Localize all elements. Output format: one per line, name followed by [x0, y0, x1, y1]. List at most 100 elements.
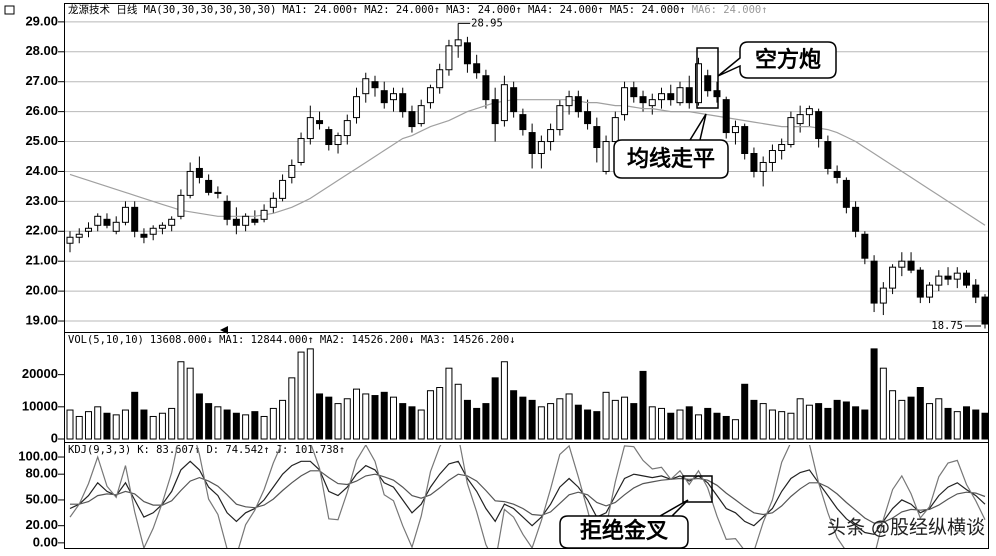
candle-body	[547, 129, 555, 143]
header-item: 13608.000↓	[150, 334, 213, 346]
candle-body	[426, 87, 434, 104]
candle-body	[768, 150, 776, 163]
volume-bar	[399, 403, 407, 440]
watermark: 头条 @股经纵横谈	[827, 517, 985, 539]
y-tick-label: 20.00	[25, 517, 58, 532]
volume-bar	[722, 415, 730, 440]
volume-bar	[316, 393, 324, 440]
candle-body	[639, 96, 647, 104]
y-tick-label: 50.00	[25, 491, 58, 506]
volume-bar	[685, 406, 693, 440]
candle-body	[722, 99, 730, 134]
volume-bar	[574, 404, 582, 440]
candle-body	[907, 260, 915, 271]
volume-bar	[334, 403, 342, 440]
candle-body	[408, 111, 416, 128]
volume-bar	[491, 377, 499, 440]
candle-body	[186, 170, 194, 196]
candle-body	[741, 126, 749, 154]
candle-body	[131, 206, 139, 232]
candle-body	[676, 87, 684, 104]
candle-body	[242, 215, 250, 226]
candle-body	[824, 141, 832, 169]
y-tick-label: 19.00	[25, 312, 58, 327]
volume-bar	[325, 396, 333, 440]
volume-bar	[741, 383, 749, 440]
volume-bar	[186, 367, 194, 440]
highlight-box	[682, 475, 713, 503]
volume-bar	[223, 409, 231, 440]
volume-bar	[288, 377, 296, 440]
candle-body	[815, 111, 823, 140]
plot-layer: 龙源技术 日线 MA(30,30,30,30,30,30) MA1: 24.000…	[18, 3, 989, 549]
y-tick-label: 22.00	[25, 223, 58, 238]
volume-bar	[473, 407, 481, 440]
volume-bar	[500, 361, 508, 440]
header-item: VOL(5,10,10)	[68, 334, 144, 346]
volume-bar	[556, 398, 564, 440]
volume-bar	[436, 387, 444, 440]
candle-body	[528, 132, 536, 154]
candle-body	[334, 135, 342, 146]
candle-body	[269, 197, 277, 208]
y-tick-label: 80.00	[25, 466, 58, 481]
candle-body	[704, 75, 712, 92]
highlight-box	[696, 47, 719, 109]
candle-body	[223, 200, 231, 220]
volume-bar	[158, 412, 166, 440]
volume-bar	[547, 403, 555, 440]
candle-body	[731, 126, 739, 134]
header-item: MA1: 24.000↑	[282, 4, 358, 16]
volume-bar	[168, 407, 176, 440]
callout-text: 空方炮	[755, 47, 821, 73]
y-tick-label: 24.00	[25, 163, 58, 178]
volume-bar	[870, 348, 878, 440]
candle-body	[140, 233, 148, 238]
candle-body	[158, 224, 166, 229]
candle-body	[417, 105, 425, 125]
volume-bar	[195, 393, 203, 440]
volume-bar	[112, 414, 120, 440]
marker	[220, 326, 228, 334]
y-tick-label: 28.00	[25, 43, 58, 58]
kdj-lines	[69, 445, 986, 548]
candle-body	[112, 221, 120, 232]
candle-body	[463, 42, 471, 65]
candle-body	[621, 87, 629, 116]
candle-body	[981, 296, 989, 325]
candle-body	[926, 284, 934, 298]
volume-bar	[611, 399, 619, 440]
header-item: MA2: 14526.200↓	[320, 334, 415, 346]
volume-bar	[953, 411, 961, 440]
callout-bubble	[613, 113, 729, 179]
volume-bar	[306, 348, 314, 440]
volume-bar	[94, 406, 102, 440]
volume-bar	[297, 351, 305, 440]
y-tick-label: 26.00	[25, 103, 58, 118]
candle-body	[279, 179, 287, 199]
candle-body	[380, 90, 388, 104]
y-tick-label: 23.00	[25, 193, 58, 208]
volume-bar	[879, 367, 887, 440]
candle-body	[94, 215, 102, 226]
kdj-line	[69, 445, 986, 548]
frame	[64, 3, 989, 549]
header-item: MA6: 24.000↑	[692, 4, 768, 16]
volume-bar	[935, 398, 943, 440]
volume-bar	[824, 407, 832, 440]
volume-bar	[417, 409, 425, 440]
candle-body	[565, 96, 573, 107]
candle-body	[482, 75, 490, 101]
candle-body	[870, 260, 878, 304]
kdj-line	[69, 460, 986, 535]
volume-bar	[907, 396, 915, 440]
ma-line	[69, 99, 986, 226]
volume-bar	[704, 407, 712, 440]
volume-bar	[75, 415, 83, 440]
volume-bar	[66, 409, 74, 440]
candle-body	[935, 275, 943, 286]
y-tick-label: 25.00	[25, 133, 58, 148]
candle-body	[353, 96, 361, 119]
y-tick-label: 27.00	[25, 73, 58, 88]
